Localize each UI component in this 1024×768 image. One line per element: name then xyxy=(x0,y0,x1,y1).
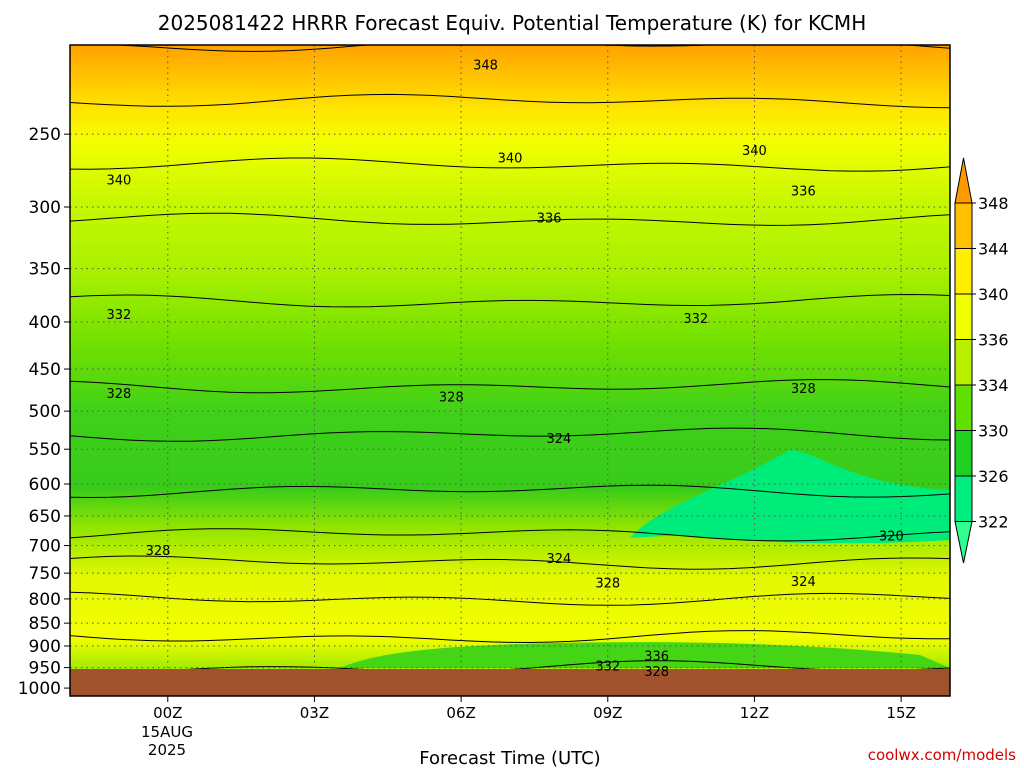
colorbar-segment xyxy=(954,202,973,249)
x-tick-label: 00Z xyxy=(153,704,182,722)
contour-label: 328 xyxy=(644,665,669,680)
y-tick-label: 950 xyxy=(29,659,61,679)
contour-line xyxy=(70,157,950,172)
colorbar-label: 336 xyxy=(978,331,1009,350)
x-date-day: 15AUG xyxy=(141,723,193,741)
colorbar-arrow-top xyxy=(954,157,973,204)
contour-label: 328 xyxy=(791,382,816,397)
y-axis: 250 300 350 400 450 500 550 600 650 700 750 800 850 9… xyxy=(18,125,70,699)
colorbar-label: 344 xyxy=(978,240,1009,259)
colorbar-label: 334 xyxy=(978,376,1009,395)
contour-label: 336 xyxy=(644,650,669,665)
y-tick-label: 1000 xyxy=(18,679,61,699)
colorbar: 348 344 340 336 334 330 326 322 xyxy=(954,157,1009,564)
contour-line xyxy=(109,45,950,52)
contour-line xyxy=(70,484,950,499)
contour-label: 336 xyxy=(791,185,816,200)
contour-label: 324 xyxy=(546,552,571,567)
ground-surface xyxy=(70,669,950,696)
moist-layer-region xyxy=(340,642,950,668)
plot-frame xyxy=(69,44,951,697)
y-tick-label: 350 xyxy=(29,260,61,280)
contour-label: 332 xyxy=(595,659,620,674)
colorbar-label: 330 xyxy=(978,422,1009,441)
contour-label: 332 xyxy=(683,312,708,327)
contour-label: 336 xyxy=(537,212,562,227)
colorbar-segment xyxy=(954,293,973,340)
contour-label: 340 xyxy=(742,144,767,159)
y-tick-label: 300 xyxy=(29,198,61,218)
contour-lines xyxy=(70,45,950,690)
colorbar-segment xyxy=(954,475,973,522)
x-axis-label: Forecast Time (UTC) xyxy=(419,748,600,768)
y-tick-label: 900 xyxy=(29,637,61,657)
x-tick-label: 06Z xyxy=(446,704,475,722)
contour-label: 324 xyxy=(546,432,571,447)
colorbar-label: 326 xyxy=(978,467,1009,486)
contour-line xyxy=(70,93,950,109)
contour-label: 340 xyxy=(498,151,523,166)
colorbar-arrow-bottom xyxy=(954,521,973,564)
y-tick-label: 800 xyxy=(29,590,61,610)
y-tick-label: 600 xyxy=(29,475,61,495)
contour-line xyxy=(70,379,950,394)
contour-line xyxy=(70,591,950,606)
contour-line xyxy=(70,630,950,644)
theta-e-field xyxy=(70,45,950,696)
contour-label: 324 xyxy=(791,575,816,590)
contour-label: 328 xyxy=(146,544,171,559)
y-tick-label: 650 xyxy=(29,507,61,527)
colorbar-label: 348 xyxy=(978,194,1009,213)
colorbar-segment xyxy=(954,339,973,386)
chart-title: 2025081422 HRRR Forecast Equiv. Potentia… xyxy=(158,11,866,35)
x-tick-label: 03Z xyxy=(300,704,329,722)
y-tick-label: 250 xyxy=(29,125,61,145)
contour-label: 328 xyxy=(595,577,620,592)
contour-line xyxy=(70,528,950,542)
y-tick-label: 400 xyxy=(29,313,61,333)
colorbar-label: 340 xyxy=(978,285,1009,304)
colorbar-label: 322 xyxy=(978,513,1009,532)
y-tick-label: 450 xyxy=(29,360,61,380)
y-tick-label: 500 xyxy=(29,402,61,422)
x-tick-label: 15Z xyxy=(886,704,915,722)
contour-label: 348 xyxy=(473,58,498,73)
y-tick-label: 750 xyxy=(29,564,61,584)
y-tick-label: 850 xyxy=(29,614,61,634)
contour-line xyxy=(70,212,950,226)
x-tick-label: 09Z xyxy=(593,704,622,722)
contour-label: 340 xyxy=(106,173,131,188)
colorbar-segment xyxy=(954,430,973,477)
contour-label: 320 xyxy=(879,530,904,545)
contour-label: 328 xyxy=(106,387,131,402)
x-date-year: 2025 xyxy=(148,741,186,759)
colorbar-segment xyxy=(954,248,973,295)
contour-label: 328 xyxy=(439,390,464,405)
y-tick-label: 550 xyxy=(29,440,61,460)
x-axis: 00Z 03Z 06Z 09Z 12Z 15Z xyxy=(153,696,916,722)
contour-line xyxy=(70,427,950,442)
x-tick-label: 12Z xyxy=(740,704,769,722)
contour-line xyxy=(70,555,950,570)
contour-line xyxy=(70,293,950,308)
watermark: coolwx.com/models xyxy=(868,746,1016,764)
y-tick-label: 700 xyxy=(29,537,61,557)
cool-pocket-region xyxy=(630,450,950,544)
contour-label: 332 xyxy=(106,308,131,323)
colorbar-segment xyxy=(954,384,973,431)
